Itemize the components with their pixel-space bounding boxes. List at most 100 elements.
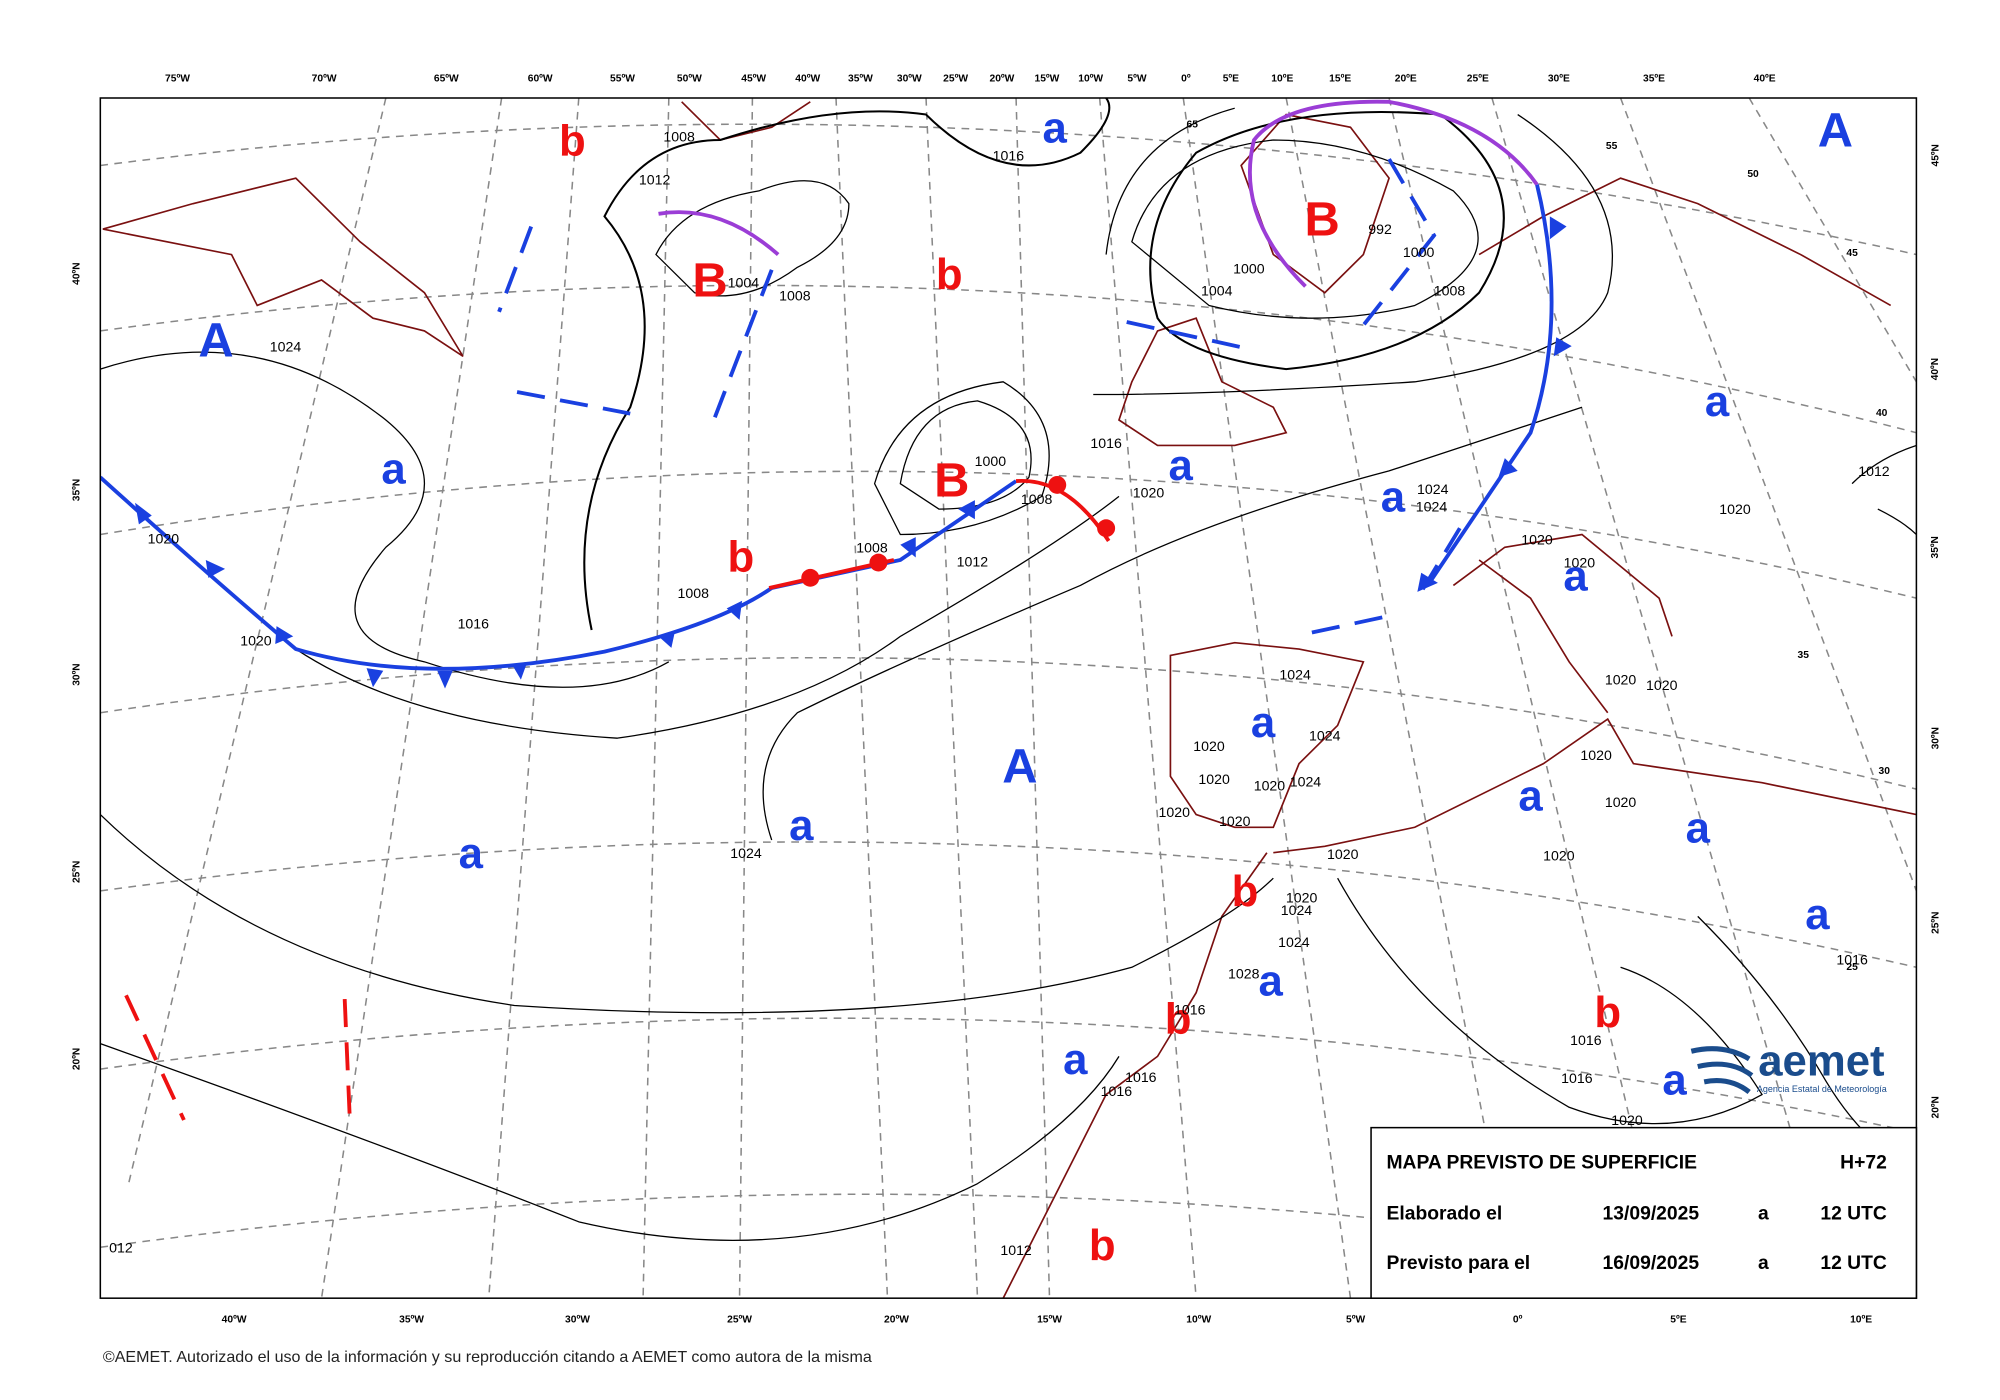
contour-label: 40 [1876,408,1888,419]
relative-high: a [1563,553,1588,601]
longitude-label: 15ºW [1037,1314,1062,1325]
longitude-label: 50ºW [677,73,702,84]
relative-low: b [1089,1222,1116,1270]
relative-high: a [1686,805,1711,853]
longitude-label: 0º [1513,1314,1523,1325]
isobar-label: 1012 [1000,1242,1032,1258]
longitude-label: 55ºW [610,73,635,84]
latitude-label: 25ºN [1930,912,1941,934]
contour-label: 30 [1879,766,1891,777]
longitude-label: 15ºE [1329,73,1351,84]
isobar-label: 1016 [993,147,1025,163]
longitude-label: 40ºW [222,1314,247,1325]
info-text: Previsto para el [1386,1253,1530,1274]
isobar-label: 1000 [975,453,1007,469]
isobar-label: 1020 [1521,532,1553,548]
isobar-label: 1008 [663,128,695,144]
isobar-label: 1020 [1133,485,1165,501]
relative-low: b [1594,989,1621,1037]
latitude-label: 35ºN [72,479,83,501]
info-text: a [1758,1253,1769,1274]
isobar-label: 1024 [1416,499,1448,515]
relative-high: a [1042,105,1067,153]
latitude-label: 20ºN [1930,1096,1941,1118]
isobar-label: 1016 [1101,1083,1133,1099]
longitude-label: 60ºW [528,73,553,84]
relative-high: a [1169,442,1194,490]
isobar-label: 1004 [1201,282,1233,298]
longitude-label: 70ºW [312,73,337,84]
relative-low: b [936,251,963,299]
relative-high: a [1662,1057,1687,1105]
longitude-label: 25ºE [1467,73,1489,84]
isobar-label: 1020 [1159,804,1191,820]
contour-label: 55 [1606,141,1618,152]
isobar-label: 1016 [1125,1069,1157,1085]
longitude-label: 5ºE [1670,1314,1687,1325]
isobars [100,98,1917,1241]
isobar-label: 1020 [1327,846,1359,862]
info-text: H+72 [1840,1152,1887,1173]
occluded-front [658,210,780,256]
longitude-label: 35ºW [399,1314,424,1325]
isobar-label: 012 [109,1239,133,1255]
latitude-label: 35ºN [1930,536,1941,558]
relative-low: b [1232,868,1259,916]
logo-agency: Agencia Estatal de Meteorología [1757,1084,1887,1094]
isobar-label: 1000 [1403,244,1435,260]
longitude-label: 30ºE [1548,73,1570,84]
isobar-label: 1024 [1309,728,1341,744]
isobar-label: 1016 [1090,435,1122,451]
latitude-label: 30ºN [1930,727,1941,749]
info-text: MAPA PREVISTO DE SUPERFICIE [1386,1152,1697,1173]
longitude-label: 20ºE [1395,73,1417,84]
troughs [497,158,1462,635]
relative-high: a [1705,378,1730,426]
latitude-label: 30ºN [72,663,83,685]
isobar-label: 1008 [678,585,710,601]
longitude-label: 15ºW [1035,73,1060,84]
longitude-label: 35ºW [848,73,873,84]
isobar-label: 1020 [1219,813,1251,829]
info-text: Elaborado el [1386,1203,1502,1224]
isobar-label: 1020 [1611,1112,1643,1128]
isobar-label: 1012 [1858,463,1890,479]
high-center: A [1002,740,1037,794]
logo-name: aemet [1758,1038,1884,1086]
isobar-label: 1016 [1836,952,1868,968]
longitude-label: 0º [1181,73,1191,84]
occluded-front [1247,99,1539,288]
relative-high: a [1251,699,1276,747]
info-text: 13/09/2025 [1603,1203,1700,1224]
isobar-label: 1000 [1233,261,1265,277]
contour-label: 45 [1846,248,1858,259]
isobar-label: 1020 [1646,677,1678,693]
contour-label: 65 [1187,119,1199,130]
longitude-label: 30ºW [897,73,922,84]
coastlines [102,101,1917,1299]
graticule [100,98,1917,1299]
relative-high: a [459,830,484,878]
isobar-label: 1024 [1279,667,1311,683]
cold-front [1426,184,1554,587]
relative-low: b [727,534,754,582]
latitude-label: 40ºN [1930,358,1941,380]
cold-front [100,475,1018,671]
isobar-label: 1020 [1286,889,1318,905]
isobar-label: 1020 [1580,747,1612,763]
isobar-label: 1020 [1564,555,1596,571]
high-center: A [198,314,233,368]
info-text: a [1758,1203,1769,1224]
latitude-label: 20ºN [72,1048,83,1070]
longitude-label: 5ºE [1223,73,1240,84]
isobar-label: 1020 [1198,771,1230,787]
cold-front-barbs [135,500,975,689]
isobar-label: 1020 [148,531,180,547]
isobar-label: 1008 [1434,282,1466,298]
longitude-label: 25ºW [943,73,968,84]
fronts [100,99,1572,1121]
low-center: B [934,454,969,508]
relative-high: a [1381,474,1406,522]
isobar-label: 1020 [1719,501,1751,517]
